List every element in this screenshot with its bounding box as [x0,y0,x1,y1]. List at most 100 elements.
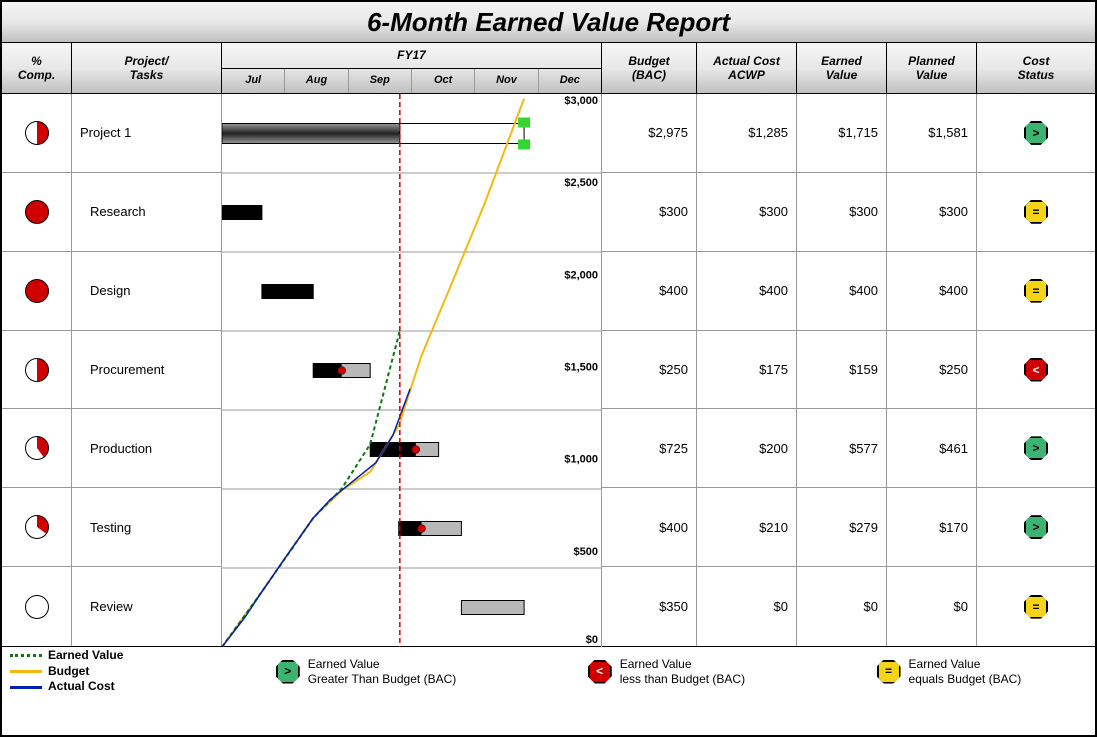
cell-task-name: Design [72,252,222,330]
header-month: Oct [412,69,475,93]
cell-bac: $300 [602,173,697,251]
header-month: Jul [222,69,285,93]
table-row: Testing [2,488,222,567]
cost-status-icon: = [877,660,901,684]
header-month: Aug [285,69,348,93]
cell-pct-comp [2,252,72,330]
legend-status-item: >Earned ValueGreater Than Budget (BAC) [276,657,457,686]
cost-status-icon: > [1024,436,1048,460]
completion-pie-icon [25,595,49,619]
cell-status: = [977,252,1095,330]
cell-ev: $577 [797,409,887,487]
cell-acwp: $210 [697,488,797,566]
table-row: $250$175$159$250< [602,331,1095,410]
cost-status-icon: > [1024,121,1048,145]
y-axis-tick: $3,000 [564,95,598,107]
header-acwp: Actual Cost ACWP [697,43,797,93]
cell-bac: $400 [602,488,697,566]
header-fy: FY17 [222,43,601,69]
cell-ev: $279 [797,488,887,566]
header-bac: Budget (BAC) [602,43,697,93]
task-bar [370,443,438,457]
earned-value-line [222,331,400,647]
cell-acwp: $1,285 [697,94,797,172]
cell-status: < [977,331,1095,409]
header-task: Project/ Tasks [72,43,222,93]
cell-task-name: Review [72,567,222,646]
cell-acwp: $0 [697,567,797,646]
cell-task-name: Project 1 [72,94,222,172]
cost-status-icon: < [1024,358,1048,382]
cost-status-icon: > [1024,515,1048,539]
cost-status-icon: = [1024,279,1048,303]
cell-pv: $300 [887,173,977,251]
cell-ev: $1,715 [797,94,887,172]
table-row: Procurement [2,331,222,410]
table-row: Review [2,567,222,646]
completion-pie-icon [25,358,49,382]
completion-pie-icon [25,515,49,539]
cell-acwp: $400 [697,252,797,330]
cost-status-icon: < [588,660,612,684]
summary-bar [222,124,524,144]
legend-status-item: =Earned Valueequals Budget (BAC) [877,657,1022,686]
cell-acwp: $175 [697,331,797,409]
task-bar [461,601,524,615]
cell-ev: $0 [797,567,887,646]
table-row: Production [2,409,222,488]
gantt-svg: $3,000$2,500$2,000$1,500$1,000$500$0 [222,94,602,647]
header-timeline: FY17 JulAugSepOctNovDec [222,43,602,93]
cell-bac: $350 [602,567,697,646]
cell-bac: $2,975 [602,94,697,172]
cell-pv: $461 [887,409,977,487]
y-axis-tick: $1,000 [564,454,598,466]
cell-task-name: Research [72,173,222,251]
cell-pct-comp [2,331,72,409]
cell-pv: $170 [887,488,977,566]
table-row: $725$200$577$461> [602,409,1095,488]
report-title: 6-Month Earned Value Report [2,2,1095,43]
completion-pie-icon [25,436,49,460]
cell-status: = [977,173,1095,251]
table-row: Design [2,252,222,331]
cell-pct-comp [2,567,72,646]
cell-pct-comp [2,488,72,566]
legend-line-item: Earned Value [10,648,210,664]
header-pct-comp: % Comp. [2,43,72,93]
cost-status-icon: = [1024,595,1048,619]
cell-ev: $300 [797,173,887,251]
header-month: Dec [539,69,601,93]
cell-pct-comp [2,94,72,172]
completion-pie-icon [25,279,49,303]
earned-value-report: 6-Month Earned Value Report % Comp. Proj… [0,0,1097,737]
cell-ev: $159 [797,331,887,409]
legend-line-item: Budget [10,664,210,680]
cell-bac: $250 [602,331,697,409]
task-bar [313,364,370,378]
task-bar [399,522,462,536]
table-row: $300$300$300$300= [602,173,1095,252]
cell-pv: $0 [887,567,977,646]
table-row: Research [2,173,222,252]
table-row: $400$400$400$400= [602,252,1095,331]
header-month: Nov [475,69,538,93]
cell-task-name: Testing [72,488,222,566]
completion-pie-icon [25,200,49,224]
y-axis-tick: $0 [586,634,598,646]
table-row: $2,975$1,285$1,715$1,581> [602,94,1095,173]
completion-pie-icon [25,121,49,145]
cell-pv: $250 [887,331,977,409]
legend-status-item: <Earned Valueless than Budget (BAC) [588,657,745,686]
header-pv: Planned Value [887,43,977,93]
cost-status-icon: = [1024,200,1048,224]
gantt-chart: $3,000$2,500$2,000$1,500$1,000$500$0 [222,94,602,647]
actual-cost-line [222,389,410,647]
report-body: Project 1ResearchDesignProcurementProduc… [2,94,1095,646]
legend-line-item: Actual Cost [10,679,210,695]
table-row: $400$210$279$170 > [602,488,1095,567]
cell-status: = [977,567,1095,646]
header-ev: Earned Value [797,43,887,93]
y-axis-tick: $500 [574,546,598,558]
cell-status: > [977,488,1095,566]
header-month: Sep [349,69,412,93]
